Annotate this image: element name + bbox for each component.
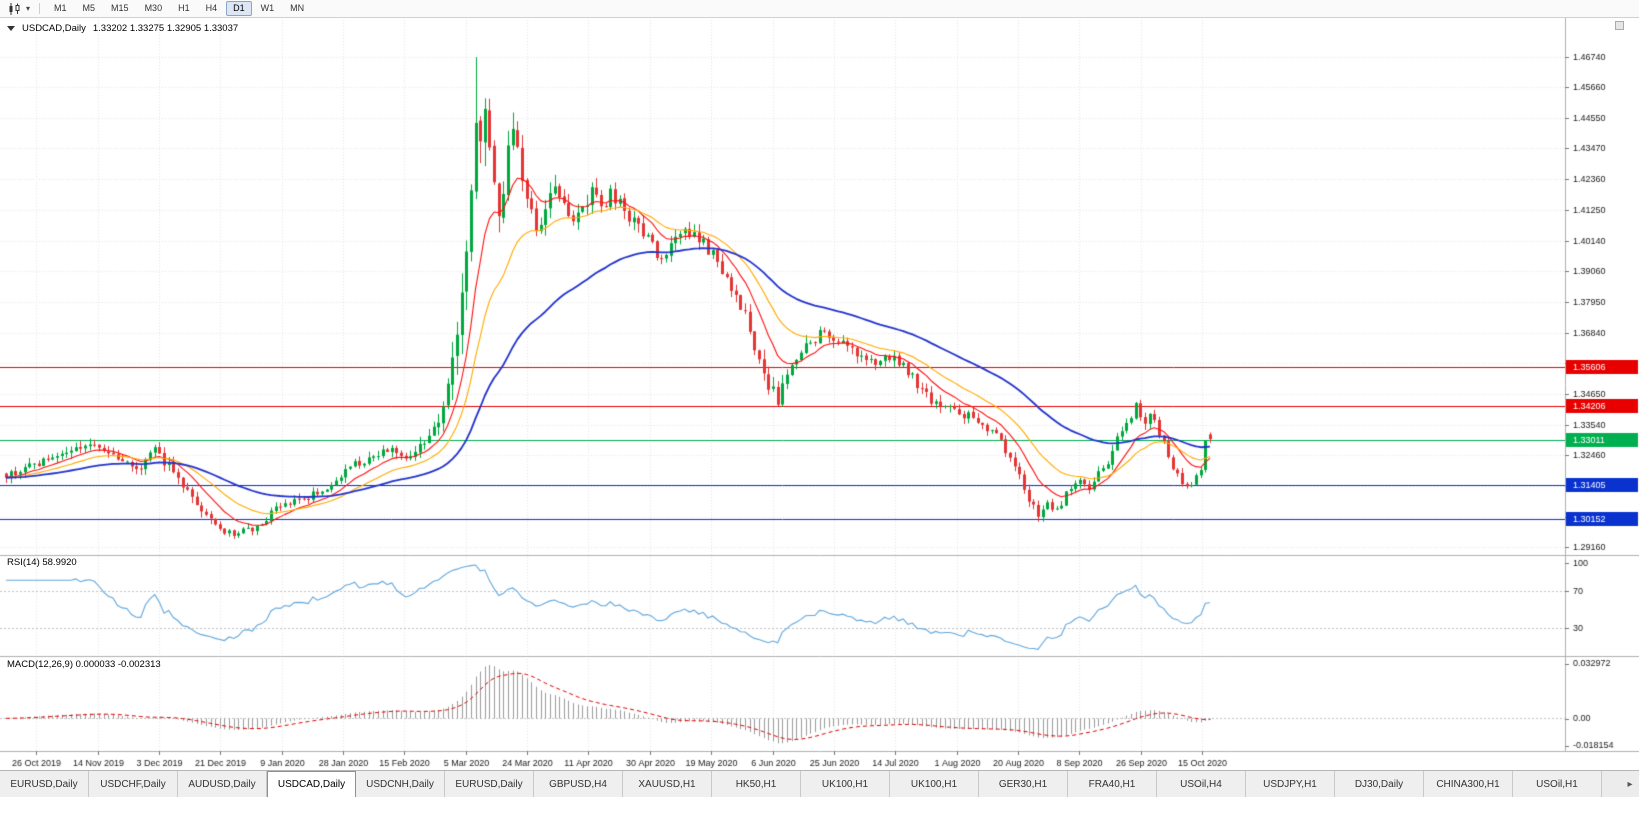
chart-tab-ger30-h1[interactable]: GER30,H1	[979, 771, 1068, 797]
price-chart-canvas[interactable]	[0, 18, 1639, 770]
toolbar-separator	[39, 3, 41, 14]
chart-tab-dj30-daily[interactable]: DJ30,Daily	[1335, 771, 1424, 797]
chart-tab-usdcad-daily[interactable]: USDCAD,Daily	[267, 771, 356, 797]
chart-corner-icon[interactable]	[1615, 21, 1624, 30]
timeframe-button-mn[interactable]: MN	[290, 3, 305, 13]
chart-tab-xauusd-h1[interactable]: XAUUSD,H1	[623, 771, 712, 797]
chart-tab-bar: EURUSD,Daily USDCHF,Daily AUDUSD,Daily USDC…	[0, 770, 1639, 797]
timeframe-toolbar: ▾ M1 M5 M15 M30 H1 H4 D1 W1 MN	[0, 0, 1639, 18]
chart-tab-eurusd-daily[interactable]: EURUSD,Daily	[0, 771, 89, 797]
timeframe-button-m30[interactable]: M30	[144, 3, 163, 13]
chart-tab-eurusd-daily[interactable]: EURUSD,Daily	[445, 771, 534, 797]
timeframe-button-m1[interactable]: M1	[54, 3, 67, 13]
chart-tab-usdcnh-daily[interactable]: USDCNH,Daily	[356, 771, 445, 797]
chart-tab-gbpusd-h4[interactable]: GBPUSD,H4	[534, 771, 623, 797]
timeframe-button-d1[interactable]: D1	[226, 1, 252, 16]
chart-tab-china300-h1[interactable]: CHINA300,H1	[1424, 771, 1513, 797]
chart-tab-fra40-h1[interactable]: FRA40,H1	[1068, 771, 1157, 797]
tab-scroll-right-button[interactable]: ▸	[1627, 778, 1633, 790]
chart-tab-usdjpy-h1[interactable]: USDJPY,H1	[1246, 771, 1335, 797]
dropdown-caret-icon[interactable]: ▾	[26, 3, 31, 13]
chart-tab-usoil-h4[interactable]: USOil,H4	[1157, 771, 1246, 797]
timeframe-button-m5[interactable]: M5	[82, 3, 96, 13]
timeframe-group: M1 M5 M15 M30 H1 H4 D1 W1 MN	[46, 1, 312, 16]
chart-tab-audusd-daily[interactable]: AUDUSD,Daily	[178, 771, 267, 797]
chart-tab-usdchf-daily[interactable]: USDCHF,Daily	[89, 771, 178, 797]
chart-tabs: EURUSD,Daily USDCHF,Daily AUDUSD,Daily USDC…	[0, 771, 1602, 797]
timeframe-button-h1[interactable]: H1	[178, 3, 190, 13]
chart-tab-uk100-h1[interactable]: UK100,H1	[890, 771, 979, 797]
timeframe-button-m15[interactable]: M15	[111, 3, 129, 13]
chart-tab-hk50-h1[interactable]: HK50,H1	[712, 771, 801, 797]
timeframe-button-w1[interactable]: W1	[260, 3, 275, 13]
timeframe-button-h4[interactable]: H4	[205, 3, 218, 13]
chart-type-icon[interactable]	[5, 1, 23, 17]
chart-tab-usoil-h1[interactable]: USOil,H1	[1513, 771, 1602, 797]
chart-tab-uk100-h1[interactable]: UK100,H1	[801, 771, 890, 797]
